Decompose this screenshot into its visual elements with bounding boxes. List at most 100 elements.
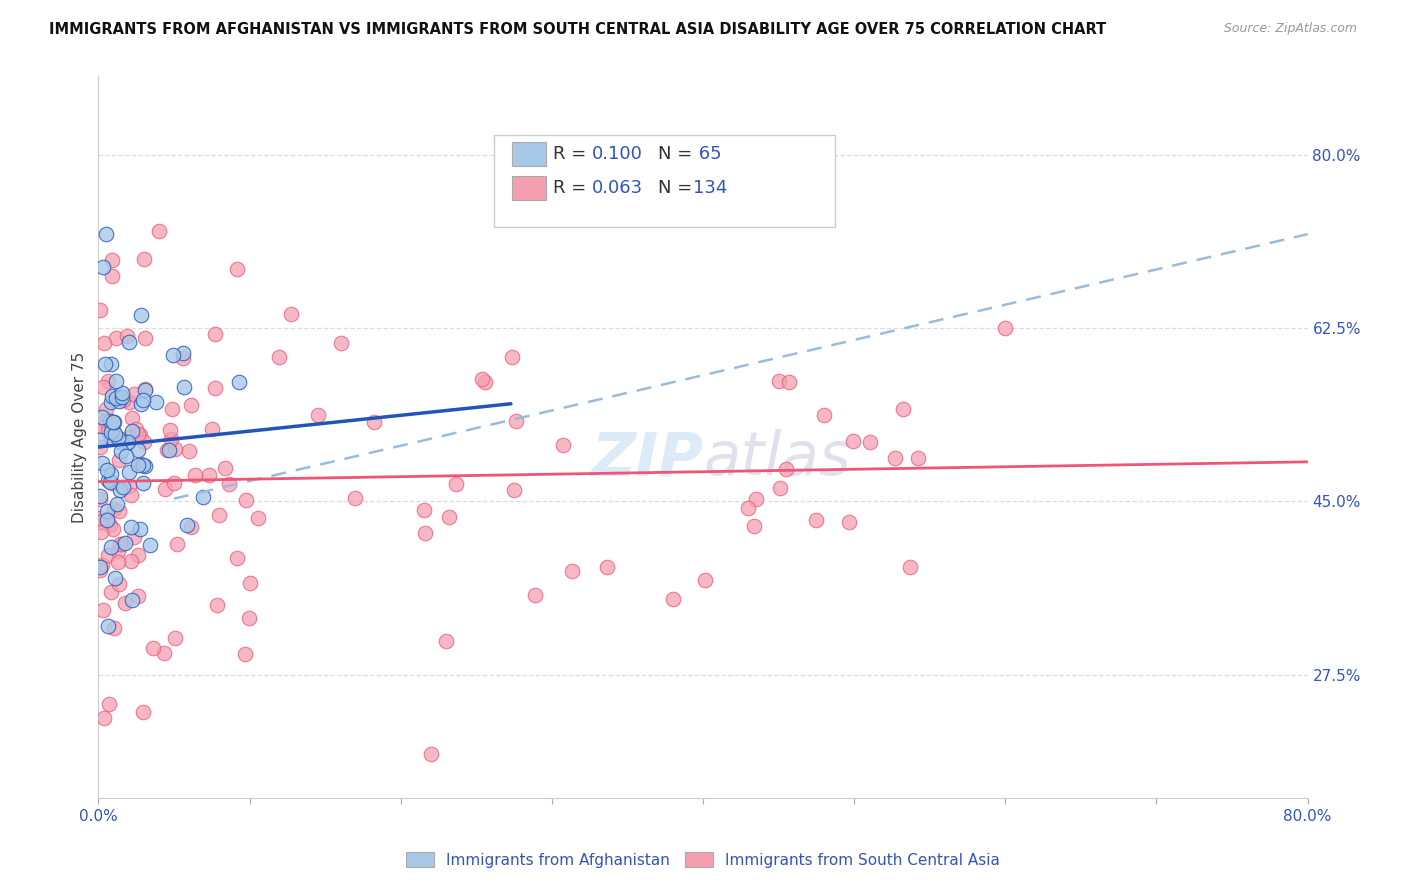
- Point: [97, 618, 120, 632]
- Point: [434, 634, 457, 648]
- Point: [115, 329, 138, 343]
- Point: [129, 308, 152, 322]
- Point: [101, 252, 124, 267]
- Point: [94, 358, 117, 372]
- Point: [859, 435, 882, 450]
- Point: [122, 530, 145, 544]
- Point: [129, 428, 152, 442]
- Point: [127, 589, 149, 603]
- Point: [122, 387, 145, 401]
- Point: [157, 442, 180, 457]
- Point: [101, 523, 124, 537]
- Point: [162, 348, 184, 362]
- Point: [107, 544, 129, 558]
- Point: [96, 463, 118, 477]
- Point: [153, 647, 176, 661]
- Point: [100, 430, 122, 444]
- Point: [159, 424, 181, 438]
- Point: [100, 585, 122, 599]
- Point: [662, 591, 685, 606]
- Point: [191, 491, 214, 505]
- Point: [179, 443, 201, 458]
- Point: [502, 483, 524, 497]
- Point: [110, 390, 132, 404]
- Point: [100, 475, 122, 490]
- Point: [120, 520, 142, 534]
- Point: [134, 252, 156, 267]
- Point: [132, 705, 155, 719]
- Point: [129, 396, 152, 410]
- Point: [551, 438, 574, 452]
- Point: [225, 262, 247, 277]
- Point: [96, 511, 118, 525]
- Point: [742, 519, 765, 533]
- Point: [437, 509, 460, 524]
- Point: [103, 425, 125, 439]
- Point: [117, 434, 139, 449]
- Point: [101, 389, 124, 403]
- Point: [695, 573, 717, 587]
- Point: [89, 491, 111, 506]
- Point: [198, 468, 221, 483]
- Text: ZIP: ZIP: [591, 429, 703, 488]
- Point: [775, 461, 797, 475]
- Point: [180, 520, 202, 534]
- Point: [114, 596, 136, 610]
- Point: [561, 564, 583, 578]
- Text: 134: 134: [693, 179, 727, 197]
- Text: atlas: atlas: [703, 429, 851, 488]
- Text: Source: ZipAtlas.com: Source: ZipAtlas.com: [1223, 22, 1357, 36]
- Point: [100, 467, 122, 482]
- Point: [363, 415, 385, 429]
- Point: [103, 415, 125, 429]
- Point: [127, 458, 149, 473]
- Point: [89, 489, 111, 503]
- Point: [89, 511, 111, 525]
- Point: [111, 393, 134, 408]
- Point: [104, 571, 127, 585]
- Point: [163, 476, 186, 491]
- Point: [474, 375, 496, 389]
- Point: [94, 227, 117, 242]
- Point: [471, 372, 494, 386]
- Point: [201, 422, 224, 436]
- Point: [120, 554, 142, 568]
- Point: [233, 647, 256, 661]
- Point: [121, 411, 143, 425]
- Point: [180, 398, 202, 412]
- Point: [97, 473, 120, 487]
- Point: [112, 480, 135, 494]
- Point: [173, 380, 195, 394]
- Point: [89, 563, 111, 577]
- Text: 0.100: 0.100: [592, 145, 643, 163]
- Point: [131, 457, 153, 471]
- Point: [145, 394, 167, 409]
- Point: [166, 536, 188, 550]
- Point: [118, 395, 141, 409]
- Point: [120, 488, 142, 502]
- Point: [269, 350, 291, 364]
- Point: [413, 526, 436, 541]
- Point: [994, 321, 1017, 335]
- Point: [89, 560, 111, 574]
- Point: [91, 603, 114, 617]
- Point: [239, 576, 262, 591]
- Point: [103, 416, 125, 430]
- Point: [501, 351, 523, 365]
- Point: [156, 442, 179, 457]
- Point: [97, 374, 120, 388]
- Point: [105, 330, 128, 344]
- Point: [100, 428, 122, 442]
- Point: [93, 260, 115, 274]
- Point: [110, 435, 132, 450]
- Point: [103, 621, 125, 635]
- Point: [214, 461, 236, 475]
- Point: [127, 442, 149, 457]
- Point: [125, 422, 148, 436]
- Point: [111, 390, 134, 404]
- Point: [160, 402, 183, 417]
- Point: [97, 425, 120, 440]
- Point: [134, 330, 156, 344]
- Point: [100, 425, 122, 439]
- Text: 65: 65: [693, 145, 721, 163]
